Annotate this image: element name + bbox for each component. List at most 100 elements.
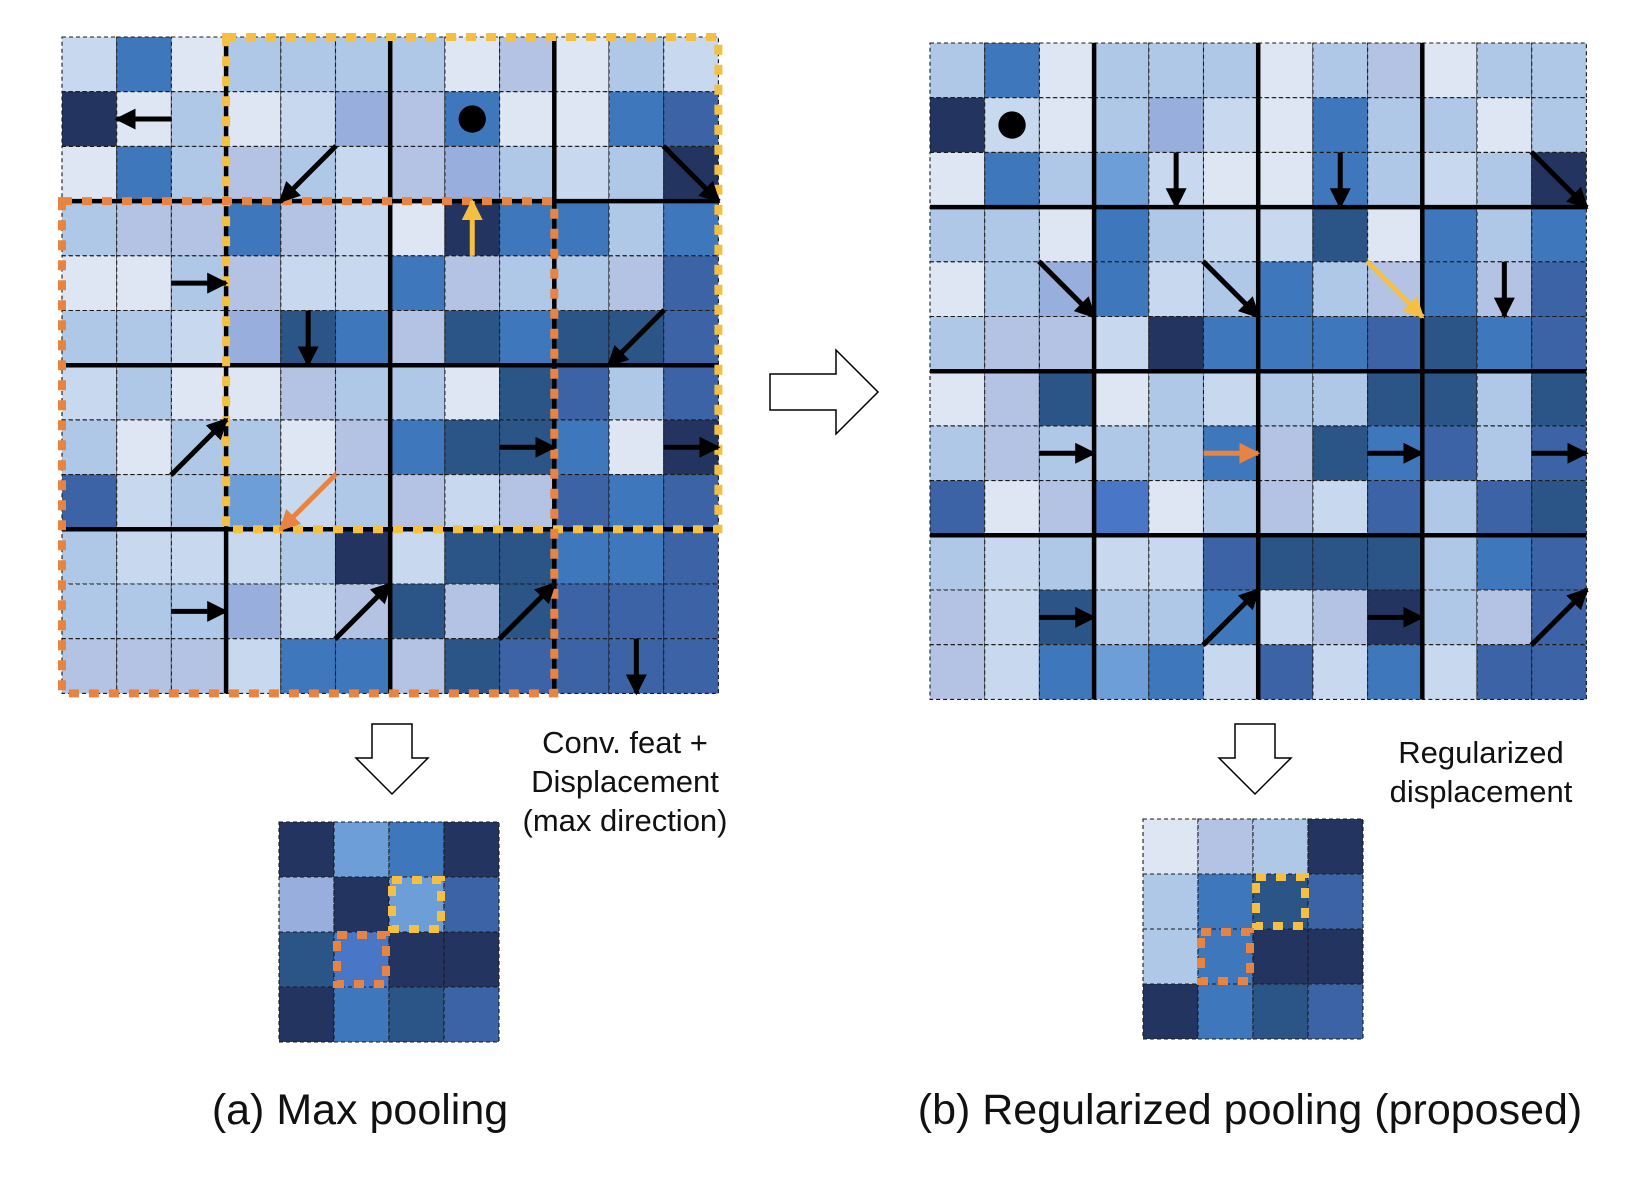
panel-b-cell	[929, 480, 986, 536]
panel-b-cell	[1038, 370, 1095, 427]
pooled-output-b	[1142, 818, 1364, 1040]
panel-b-cell	[1148, 425, 1205, 482]
pooled-a-cell	[443, 931, 500, 988]
pooled-a-orange-highlight	[333, 931, 390, 988]
pooled-b-cell	[1197, 873, 1254, 930]
pooled-a-cell	[333, 931, 390, 988]
panel-b-cell	[1148, 315, 1205, 372]
panel-b-cell	[1476, 42, 1533, 99]
panel-b-cell	[1148, 42, 1205, 99]
panel-b-cell	[1148, 644, 1205, 700]
block-arrow-right	[769, 348, 880, 436]
panel-b-cell	[984, 151, 1040, 208]
panel-b-cell	[1202, 42, 1259, 99]
panel-b-cell	[1257, 206, 1314, 263]
panel-b-cell	[1148, 261, 1205, 318]
pooled-a-cell	[333, 876, 390, 933]
panel-a-cell	[334, 255, 391, 312]
panel-b-cell	[1312, 315, 1369, 372]
panel-b-cell	[1148, 97, 1205, 153]
panel-a-cell	[553, 419, 610, 476]
panel-b-cell	[1257, 42, 1314, 99]
panel-b-cell	[984, 480, 1040, 536]
panel-b-cell	[1202, 534, 1259, 591]
left-note-line-2: Displacement	[531, 763, 719, 799]
pooled-a-yellow-highlight	[388, 876, 445, 933]
panel-b-cell	[1421, 315, 1478, 372]
panel-b-cell	[1093, 589, 1150, 646]
panel-b-cell	[1038, 151, 1095, 208]
panel-a-cell	[280, 419, 337, 476]
panel-a-cell	[116, 583, 172, 640]
pooled-a-cell	[443, 821, 500, 878]
panel-a-cell	[389, 583, 446, 640]
panel-a-cell	[608, 91, 665, 147]
panel-a-cell	[663, 364, 719, 421]
panel-a-cell	[334, 145, 391, 202]
panel-b-cell	[1476, 425, 1533, 482]
pooled-a-cell	[278, 876, 335, 933]
panel-b-cell	[1312, 370, 1369, 427]
pooled-b-cell	[1142, 928, 1199, 985]
panel-b-cell	[1312, 425, 1369, 482]
panel-a-cell	[61, 145, 118, 202]
panel-a-cell	[553, 364, 610, 421]
panel-a-cell	[61, 583, 118, 640]
pooled-a-cell	[443, 876, 500, 933]
panel-b-cell	[1312, 589, 1369, 646]
panel-a-cell	[61, 200, 118, 257]
panel-a-cell	[116, 145, 172, 202]
panel-a-cell	[225, 419, 282, 476]
panel-b-cell	[1476, 97, 1533, 153]
panel-a-cell	[116, 36, 172, 93]
panel-a-cell	[663, 91, 719, 147]
panel-b-cell	[1421, 261, 1478, 318]
panel-b-cell	[1367, 644, 1423, 700]
panel-a-cell	[334, 528, 391, 585]
pooled-b-yellow-highlight	[1252, 873, 1309, 930]
panel-b-cell	[1257, 370, 1314, 427]
right-note-line-1: Regularized	[1398, 735, 1564, 770]
panel-a-cell	[170, 36, 227, 93]
panel-b-cell	[1202, 644, 1259, 700]
caption-b: (b) Regularized pooling (proposed)	[917, 1086, 1583, 1134]
panel-a-cell	[170, 474, 227, 530]
panel-a-cell	[334, 419, 391, 476]
panel-a-arrow-down-left	[606, 308, 666, 368]
pooled-b-cell	[1252, 818, 1309, 875]
pooled-a-cell	[388, 986, 445, 1043]
panel-a-cell	[225, 583, 282, 640]
panel-b-cell	[1531, 206, 1587, 263]
panel-b-cell	[1148, 480, 1205, 536]
panel-a-cell	[116, 200, 172, 257]
pooled-b-cell	[1197, 983, 1254, 1040]
panel-a-cell	[116, 255, 172, 312]
panel-a-cell	[280, 528, 337, 585]
panel-b-cell	[1257, 425, 1314, 482]
panel-b-cell	[1421, 42, 1478, 99]
pooled-a-cell	[333, 986, 390, 1043]
pooled-a-cell	[278, 931, 335, 988]
panel-a-cell	[389, 419, 446, 476]
panel-b-cell	[1312, 206, 1369, 263]
panel-b-cell	[1038, 480, 1095, 536]
panel-a-cell	[608, 419, 665, 476]
panel-b-cell	[1367, 206, 1423, 263]
panel-b-arrow-down-right	[1365, 259, 1425, 319]
panel-b-cell	[1093, 644, 1150, 700]
panel-b-cell	[1531, 534, 1587, 591]
panel-a-arrow-up-right	[497, 581, 557, 641]
panel-b-cell	[929, 370, 986, 427]
panel-b-cell	[1093, 370, 1150, 427]
panel-b-cell	[984, 370, 1040, 427]
panel-a-cell	[553, 145, 610, 202]
panel-a-cell	[499, 200, 555, 257]
panel-a-cell	[389, 474, 446, 530]
panel-a-cell	[61, 309, 118, 366]
panel-b-cell	[1093, 261, 1150, 318]
panel-a-cell	[61, 638, 118, 694]
panel-a-cell	[334, 91, 391, 147]
panel-b-cell	[1312, 644, 1369, 700]
panel-a-cell	[116, 474, 172, 530]
panel-b-cell	[1367, 151, 1423, 208]
